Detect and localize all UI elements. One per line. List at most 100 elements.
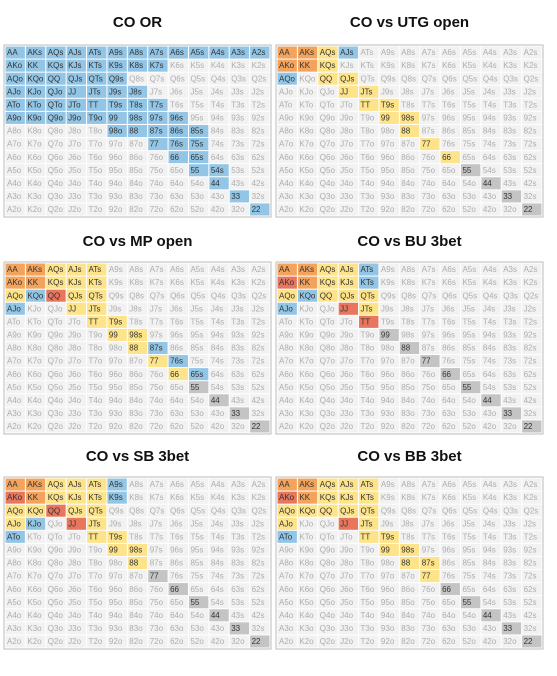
hand-cell: [481, 341, 501, 355]
hand-cell: [229, 530, 250, 543]
hand-label: K6o: [299, 370, 314, 379]
hand-cell: [460, 263, 481, 276]
hand-cell: [107, 381, 127, 394]
hand-label: 74s: [211, 357, 224, 366]
hand-cell: [481, 420, 501, 433]
hand-label: 52s: [252, 598, 265, 607]
hand-cell: [229, 341, 250, 355]
hand-cell: [148, 635, 168, 648]
hand-cell: [359, 328, 379, 341]
hand-cell: [229, 478, 250, 491]
hand-cell: [338, 315, 359, 328]
hand-label: J6s: [170, 87, 182, 96]
hand-label: 52o: [462, 205, 476, 214]
hand-cell: [148, 381, 168, 394]
hand-cell: [501, 315, 522, 328]
hand-cell: [46, 394, 66, 407]
hand-cell: [5, 543, 25, 556]
hand-cell: [399, 407, 420, 420]
hand-label: J7o: [68, 572, 81, 581]
hand-label: 93s: [503, 546, 516, 555]
hand-label: K3s: [503, 493, 517, 502]
hand-label: 64o: [170, 611, 184, 620]
hand-label: 85s: [462, 559, 475, 568]
hand-cell: [297, 59, 318, 72]
hand-label: QTs: [89, 74, 103, 83]
hand-cell: [318, 622, 338, 635]
hand-label: 87o: [129, 140, 143, 149]
hand-cell: [318, 517, 338, 530]
hand-cell: [338, 596, 359, 609]
hand-label: Q8o: [48, 127, 64, 136]
hand-cell: [229, 517, 250, 530]
grid-title: CO vs BB 3bet: [357, 448, 461, 465]
hand-label: J9o: [340, 114, 353, 123]
hand-label: 95s: [190, 114, 203, 123]
hand-cell: [127, 407, 148, 420]
hand-cell: [318, 263, 338, 276]
hand-label: AA: [7, 265, 18, 274]
hand-cell: [460, 543, 481, 556]
hand-cell: [338, 164, 359, 177]
hand-cell: [440, 394, 460, 407]
hand-label: KTo: [299, 317, 313, 326]
hand-cell: [501, 276, 522, 289]
hand-label: T8o: [361, 344, 375, 353]
hand-label: JTs: [89, 304, 101, 313]
hand-label: Q7o: [48, 357, 64, 366]
hand-label: Q4o: [320, 611, 336, 620]
hand-cell: [297, 504, 318, 517]
hand-label: 63o: [170, 409, 184, 418]
hand-cell: [209, 46, 229, 59]
hand-label: Q2s: [252, 506, 267, 515]
hand-label: 72s: [524, 572, 537, 581]
hand-cell: [127, 276, 148, 289]
hand-label: 97o: [381, 572, 395, 581]
hand-cell: [188, 407, 209, 420]
hand-label: T2o: [89, 205, 103, 214]
hand-cell: [127, 177, 148, 190]
hand-label: 64o: [442, 396, 456, 405]
hand-cell: [501, 556, 522, 570]
hand-cell: [148, 596, 168, 609]
hand-label: QJo: [320, 519, 335, 528]
hand-label: A2s: [524, 48, 538, 57]
hand-label: T4o: [89, 396, 103, 405]
hand-cell: [460, 138, 481, 151]
hand-label: 87s: [150, 559, 163, 568]
hand-label: Q5o: [320, 598, 336, 607]
hand-cell: [46, 85, 66, 98]
hand-label: J8o: [68, 127, 81, 136]
hand-cell: [87, 59, 107, 72]
hand-cell: [420, 556, 440, 570]
hand-label: Q9s: [109, 291, 124, 300]
hand-label: J7o: [340, 572, 353, 581]
hand-cell: [297, 72, 318, 85]
hand-cell: [188, 302, 209, 315]
hand-cell: [209, 111, 229, 124]
hand-cell: [250, 190, 270, 203]
hand-cell: [209, 543, 229, 556]
hand-label: KTs: [361, 278, 374, 287]
hand-cell: [481, 530, 501, 543]
hand-cell: [338, 85, 359, 98]
hand-cell: [338, 478, 359, 491]
hand-cell: [168, 504, 188, 517]
hand-cell: [25, 478, 46, 491]
hand-label: JTo: [68, 532, 81, 541]
hand-cell: [66, 190, 87, 203]
hand-cell: [460, 177, 481, 190]
hand-cell: [107, 151, 127, 164]
hand-cell: [168, 328, 188, 341]
hand-label: K4o: [299, 396, 314, 405]
hand-label: AA: [279, 48, 290, 57]
hand-label: 94o: [109, 611, 123, 620]
hand-cell: [188, 635, 209, 648]
hand-cell: [297, 583, 318, 596]
hand-label: 76s: [170, 357, 183, 366]
hand-label: T2o: [361, 422, 375, 431]
hand-cell: [277, 263, 297, 276]
hand-label: 75s: [462, 572, 475, 581]
hand-label: Q3s: [231, 291, 246, 300]
hand-cell: [87, 394, 107, 407]
